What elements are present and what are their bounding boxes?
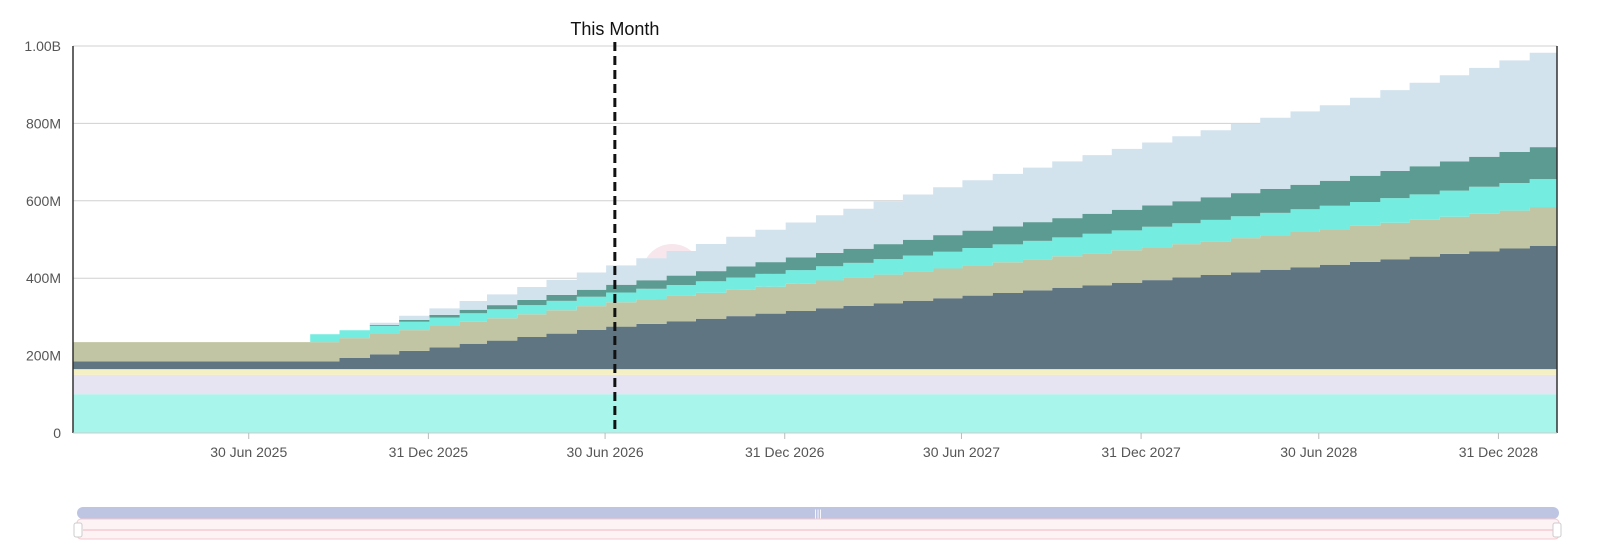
slider-grip-icon[interactable]: ||| <box>814 509 822 520</box>
y-tick-label: 400M <box>26 270 61 286</box>
x-tick-label: 31 Dec 2028 <box>1459 444 1539 460</box>
y-tick-label: 0 <box>53 425 61 441</box>
area-series-1 <box>73 394 1557 433</box>
range-slider[interactable]: ||| <box>73 507 1562 540</box>
this-month-marker: This Month <box>570 19 659 433</box>
y-tick-label: 1.00B <box>24 38 61 54</box>
slider-handle-right[interactable] <box>1552 522 1562 538</box>
this-month-label: This Month <box>570 19 659 39</box>
slider-track[interactable] <box>77 507 1559 519</box>
x-tick-label: 31 Dec 2025 <box>389 444 469 460</box>
x-tick-label: 30 Jun 2026 <box>567 444 644 460</box>
area-series-2 <box>73 374 1557 395</box>
area-series-5 <box>73 207 1557 362</box>
stacked-areas <box>73 52 1557 433</box>
x-tick-label: 31 Dec 2026 <box>745 444 825 460</box>
area-series-3 <box>73 369 1557 375</box>
x-tick-label: 30 Jun 2025 <box>210 444 287 460</box>
x-tick-label: 30 Jun 2027 <box>923 444 1000 460</box>
slider-handle-left[interactable] <box>73 522 83 538</box>
axes: 0 200M 400M 600M 800M 1.00B 30 Jun 2025 31 Dec … <box>24 38 1558 460</box>
y-tick-label: 200M <box>26 348 61 364</box>
x-tick-label: 31 Dec 2027 <box>1101 444 1181 460</box>
y-tick-label: 800M <box>26 115 61 131</box>
y-tick-label: 600M <box>26 193 61 209</box>
slider-window[interactable] <box>76 518 1560 540</box>
x-tick-label: 30 Jun 2028 <box>1280 444 1357 460</box>
area-series-4 <box>73 245 1557 370</box>
